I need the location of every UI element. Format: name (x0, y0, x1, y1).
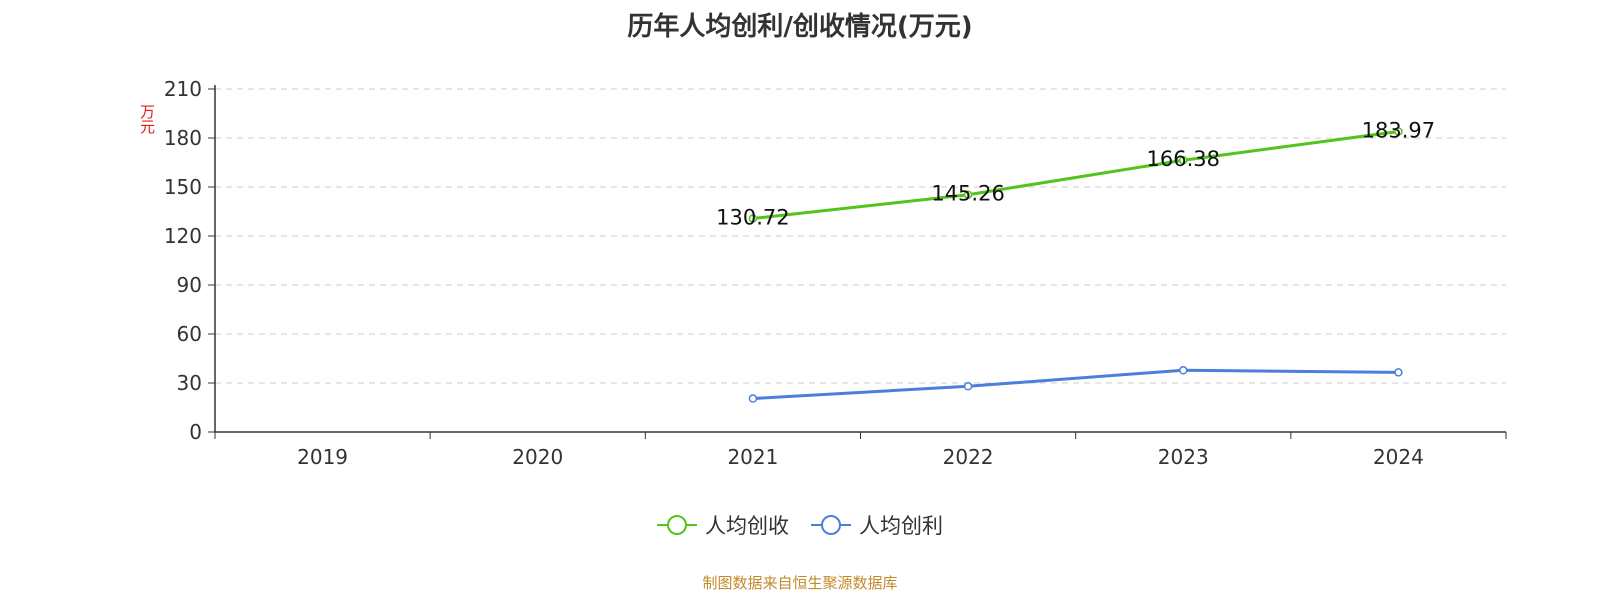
x-tick-label: 2021 (727, 445, 778, 469)
legend-marker-revenue-icon (657, 515, 697, 535)
data-label: 130.72 (716, 205, 789, 229)
data-point (748, 214, 758, 223)
x-tick-label: 2023 (1158, 445, 1209, 469)
y-tick-label: 180 (164, 126, 202, 150)
legend-label-revenue: 人均创收 (705, 514, 789, 538)
legend-item-profit[interactable]: 人均创利 (811, 510, 943, 540)
data-point (1179, 155, 1188, 165)
data-label: 145.26 (931, 182, 1004, 206)
y-axis-label: 万元 (138, 104, 156, 134)
y-tick-label: 0 (189, 420, 202, 444)
data-point (748, 394, 758, 403)
y-tick-label: 90 (177, 273, 202, 297)
y-tick-label: 30 (177, 371, 202, 395)
source-note: 制图数据来自恒生聚源数据库 (702, 574, 898, 592)
y-tick-label: 150 (164, 175, 202, 199)
chart-title: 历年人均创利/创收情况(万元) (627, 12, 973, 42)
x-tick-label: 2022 (943, 445, 994, 469)
x-tick-label: 2019 (297, 445, 348, 469)
legend: 人均创收 人均创利 (0, 510, 1600, 540)
series-line-0 (752, 130, 1399, 220)
data-point (1394, 127, 1403, 136)
data-label: 166.38 (1147, 147, 1220, 171)
x-tick-label: 2020 (512, 445, 563, 469)
legend-marker-profit-icon (811, 515, 851, 535)
y-tick-label: 120 (164, 224, 202, 248)
data-label: 183.97 (1362, 119, 1435, 143)
x-tick-label: 2024 (1373, 445, 1424, 469)
data-point (1179, 366, 1188, 375)
y-tick-label: 210 (164, 77, 202, 101)
data-point (1394, 368, 1403, 377)
legend-item-revenue[interactable]: 人均创收 (657, 510, 789, 540)
data-point (963, 190, 973, 199)
data-point (963, 382, 973, 391)
y-tick-label: 60 (177, 322, 202, 346)
legend-label-profit: 人均创利 (859, 514, 943, 538)
series-line-1 (752, 368, 1399, 401)
